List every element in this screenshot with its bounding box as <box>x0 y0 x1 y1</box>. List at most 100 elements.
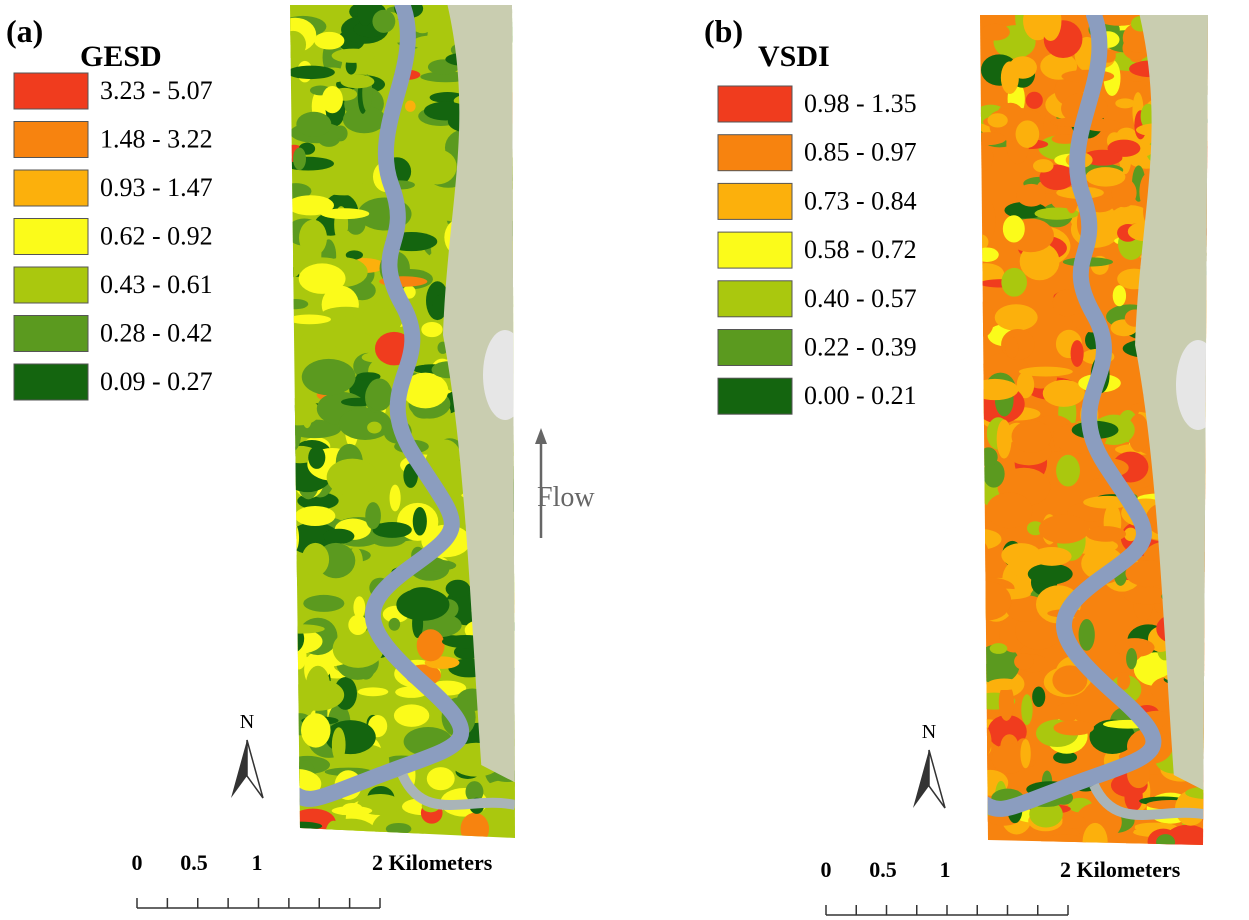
legend-swatch <box>13 315 89 352</box>
land-patch <box>402 372 449 409</box>
land-patch <box>1070 340 1084 367</box>
land-patch <box>1085 526 1127 542</box>
land-patch <box>987 678 1021 691</box>
land-patch <box>1117 671 1131 690</box>
land-patch <box>320 208 370 220</box>
land-patch <box>1032 547 1072 566</box>
land-patch <box>1123 587 1172 605</box>
land-patch <box>980 132 1007 146</box>
land-patch <box>389 484 401 512</box>
land-patch <box>290 821 323 831</box>
land-patch <box>460 812 490 838</box>
legend-swatch <box>717 134 793 172</box>
land-patch <box>314 31 345 50</box>
legend-label: 0.09 - 0.27 <box>100 367 213 396</box>
panel-label: (b) <box>704 13 743 49</box>
land-patch <box>1043 111 1058 140</box>
land-patch <box>980 247 999 262</box>
land-patch <box>1053 720 1094 736</box>
land-patch <box>1078 619 1095 651</box>
land-patch <box>1018 366 1073 377</box>
land-patch <box>411 35 456 50</box>
land-patch <box>426 767 455 791</box>
land-patch <box>413 210 448 241</box>
land-patch <box>299 219 327 257</box>
legend-label: 0.62 - 0.92 <box>100 222 213 251</box>
land-patch <box>1040 834 1087 845</box>
legend-swatch <box>717 329 793 366</box>
land-patch <box>1021 694 1033 726</box>
land-patch <box>300 655 347 667</box>
land-patch <box>290 808 336 836</box>
land-patch <box>980 301 995 337</box>
land-patch <box>980 541 990 574</box>
land-patch <box>1002 215 1025 243</box>
legend-swatch <box>13 72 89 110</box>
land-patch <box>321 86 343 114</box>
hillshade <box>1135 15 1208 795</box>
land-patch <box>293 147 307 171</box>
land-patch <box>1125 560 1171 587</box>
land-patch <box>1123 527 1138 542</box>
land-patch <box>359 306 393 337</box>
land-patch <box>1156 834 1176 845</box>
land-patch <box>357 5 374 27</box>
land-patch <box>411 125 443 155</box>
land-patch <box>423 101 468 121</box>
north-arrow <box>913 749 946 809</box>
legend-swatch <box>13 169 89 207</box>
land-patch <box>348 614 368 635</box>
land-patch <box>372 521 412 538</box>
north-label: N <box>240 711 254 733</box>
legend-label: 0.00 - 0.21 <box>804 381 917 410</box>
land-patch <box>331 806 373 816</box>
legend-label: 0.93 - 1.47 <box>100 173 213 202</box>
land-patch <box>1115 98 1135 109</box>
land-patch <box>1005 336 1019 359</box>
land-patch <box>290 30 307 59</box>
land-patch <box>298 263 346 294</box>
legend-title: GESD <box>80 40 162 73</box>
land-patch <box>396 588 450 621</box>
flow-label: Flow <box>537 482 595 513</box>
scale-label: 2 Kilometers <box>372 850 493 875</box>
land-patch <box>1185 786 1208 800</box>
land-patch <box>1000 61 1019 94</box>
land-patch <box>1016 183 1047 207</box>
land-patch <box>980 528 1002 550</box>
map-b <box>980 15 1208 845</box>
legend-label: 0.40 - 0.57 <box>804 284 917 313</box>
land-patch <box>301 401 313 429</box>
land-patch <box>290 156 334 171</box>
scale-label: 0 <box>132 850 143 875</box>
land-patch <box>290 624 325 634</box>
land-patch <box>1034 207 1080 220</box>
land-patch <box>1029 800 1063 828</box>
land-patch <box>357 687 389 697</box>
land-patch <box>301 542 330 576</box>
land-patch <box>1164 824 1208 845</box>
hillshade <box>443 5 515 785</box>
land-patch <box>290 397 320 426</box>
land-patch <box>385 822 412 835</box>
land-patch <box>1032 686 1046 708</box>
land-patch <box>483 779 515 802</box>
land-patch <box>1085 167 1126 187</box>
legend-swatch <box>13 121 89 158</box>
land-patch <box>980 142 994 172</box>
panel-label: (a) <box>6 13 43 49</box>
land-patch <box>991 743 1027 774</box>
legend-label: 0.43 - 0.61 <box>100 270 213 299</box>
land-patch <box>405 100 416 112</box>
land-patch <box>1015 120 1040 148</box>
north-label: N <box>922 721 936 743</box>
land-patch <box>1011 420 1052 453</box>
land-patch <box>331 727 346 763</box>
scale-label: 2 Kilometers <box>1060 857 1181 882</box>
land-patch <box>319 181 370 196</box>
land-patch <box>984 201 996 239</box>
legend-swatch <box>717 182 793 220</box>
legend-title: VSDI <box>758 40 830 73</box>
land-patch <box>365 502 381 530</box>
river <box>290 5 469 807</box>
